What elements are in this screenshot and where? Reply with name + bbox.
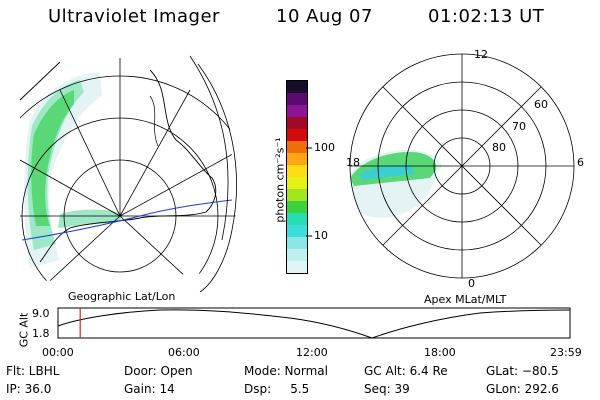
colorbar [286, 80, 308, 274]
info-gc-alt: GC Alt: 6.4 Re [364, 364, 448, 378]
altitude-ytick-9: 9.0 [32, 307, 50, 320]
mlat-label-70: 70 [512, 120, 526, 133]
altitude-ytick-1-8: 1.8 [32, 327, 50, 340]
xtick-0000: 00:00 [42, 346, 74, 359]
xtick-1200: 12:00 [296, 346, 328, 359]
xtick-2359: 23:59 [550, 346, 582, 359]
time-label: 01:02:13 UT [428, 6, 545, 27]
colorbar-tick-10: 10 [314, 229, 328, 242]
mlt-label-0: 0 [468, 277, 475, 290]
xtick-0600: 06:00 [168, 346, 200, 359]
instrument-title: Ultraviolet Imager [48, 6, 220, 27]
mlat-label-80: 80 [492, 141, 506, 154]
mlat-label-60: 60 [534, 98, 548, 111]
info-door: Door: Open [124, 364, 193, 378]
left-map-caption: Geographic Lat/Lon [68, 290, 176, 303]
mlt-label-12: 12 [474, 48, 488, 61]
info-flt: Flt: LBHL [6, 364, 60, 378]
info-dsp: Dsp: 5.5 [244, 382, 310, 396]
mlt-label-6: 6 [577, 156, 584, 169]
info-mode: Mode: Normal [244, 364, 328, 378]
date-label: 10 Aug 07 [276, 6, 373, 27]
info-seq: Seq: 39 [364, 382, 410, 396]
mlt-label-18: 18 [346, 156, 360, 169]
colorbar-tick-100: 100 [314, 141, 335, 154]
right-map-caption: Apex MLat/MLT [424, 293, 507, 306]
info-glon: GLon: 292.6 [486, 382, 559, 396]
xtick-1800: 18:00 [424, 346, 456, 359]
info-glat: GLat: −80.5 [486, 364, 559, 378]
info-ip: IP: 36.0 [6, 382, 52, 396]
info-gain: Gain: 14 [124, 382, 175, 396]
